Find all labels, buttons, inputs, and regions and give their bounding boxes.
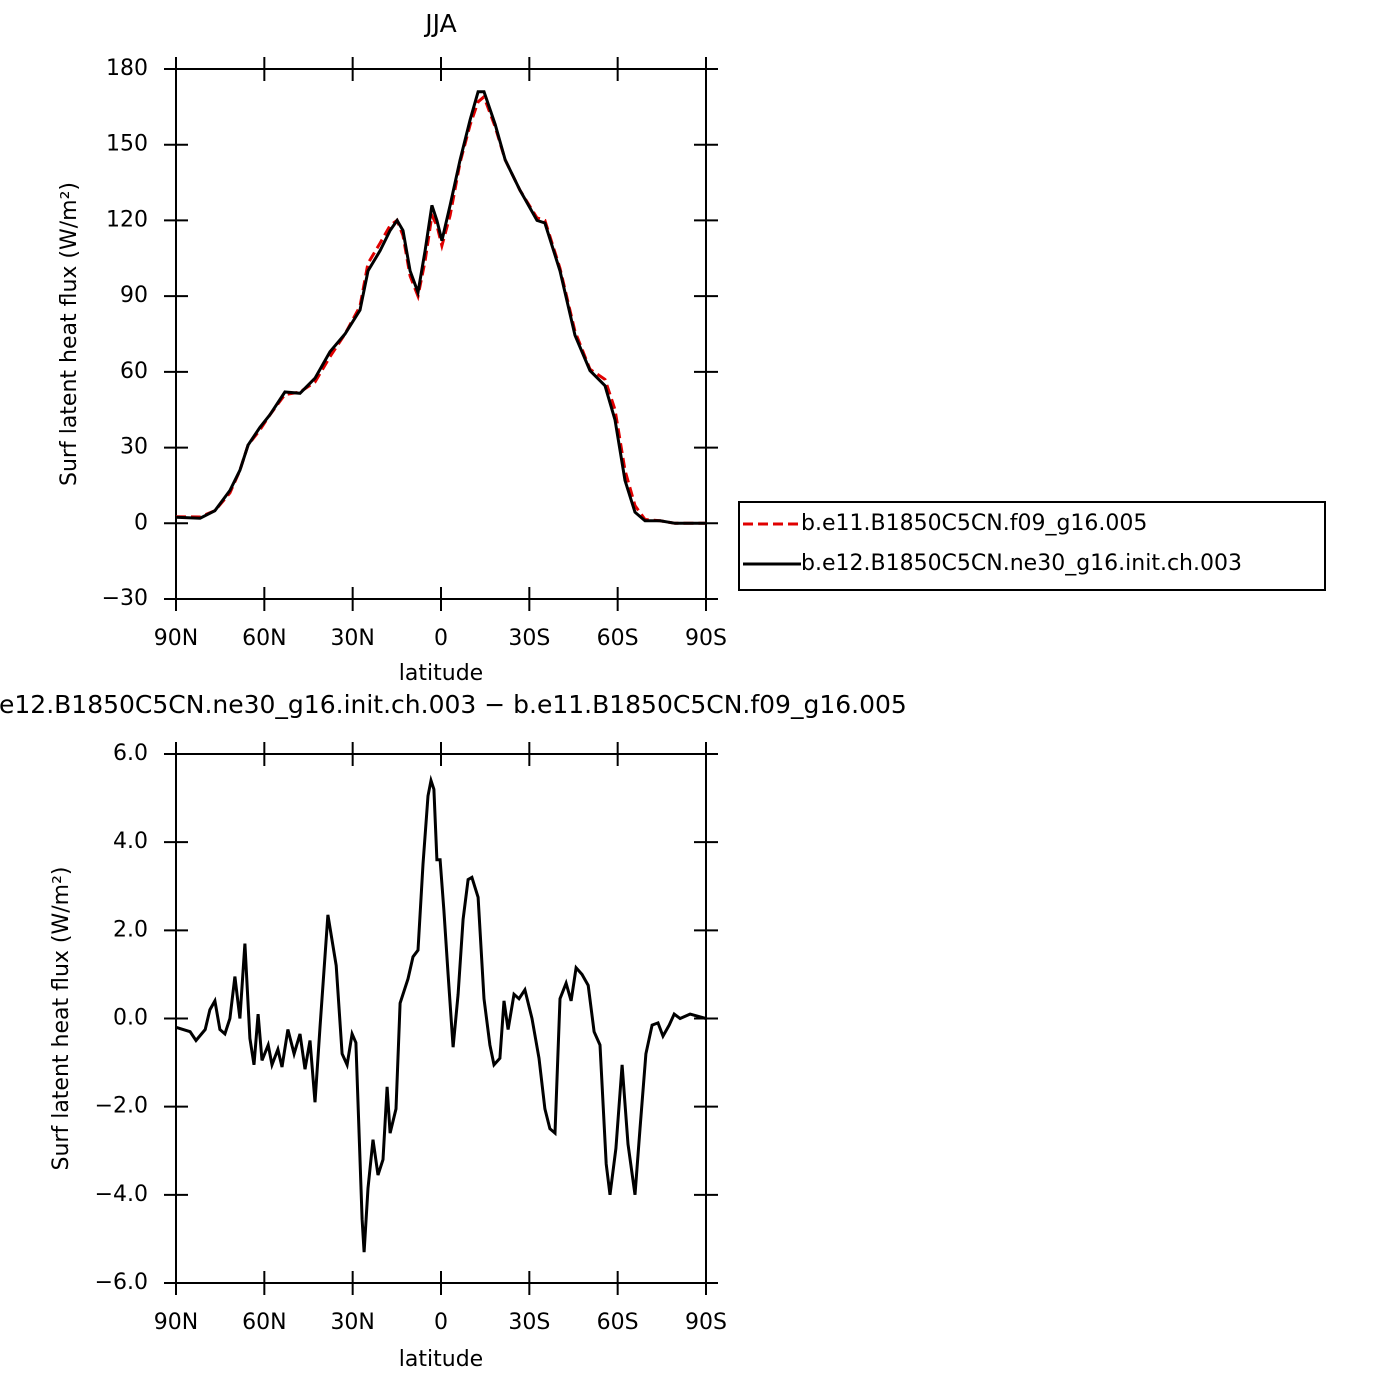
plot-frame <box>175 753 707 1284</box>
y-tick-label: −4.0 <box>95 1182 148 1207</box>
y-tick-label: 180 <box>106 56 148 81</box>
legend-label: b.e11.B1850C5CN.f09_g16.005 <box>801 511 1147 536</box>
plot-frame <box>175 68 707 600</box>
legend-label: b.e12.B1850C5CN.ne30_g16.init.ch.003 <box>801 551 1242 576</box>
y-tick-label: −6.0 <box>95 1270 148 1295</box>
chart-title: JJA <box>423 9 456 38</box>
y-tick-label: 120 <box>106 207 148 232</box>
x-tick-label: 90N <box>154 1310 198 1335</box>
series-line <box>175 90 706 525</box>
x-tick-label: 60S <box>597 626 639 651</box>
series-line <box>175 774 707 1253</box>
y-tick-label: 150 <box>106 132 148 157</box>
y-tick-label: 90 <box>120 283 148 308</box>
y-axis-label: Surf latent heat flux (W/m²) <box>57 182 82 486</box>
x-axis-label: latitude <box>399 1347 483 1372</box>
x-tick-label: 30S <box>508 1310 550 1335</box>
x-tick-label: 60S <box>597 1310 639 1335</box>
y-tick-label: 2.0 <box>113 917 148 942</box>
y-tick-label: 30 <box>120 435 148 460</box>
y-tick-label: 6.0 <box>113 741 148 766</box>
y-axis-label: Surf latent heat flux (W/m²) <box>49 867 74 1171</box>
x-tick-label: 30N <box>330 1310 374 1335</box>
y-tick-label: 60 <box>120 359 148 384</box>
x-axis-label: latitude <box>399 661 483 686</box>
y-tick-label: −2.0 <box>95 1094 148 1119</box>
x-tick-label: 90N <box>154 626 198 651</box>
y-tick-label: 0 <box>134 510 148 535</box>
y-tick-label: 4.0 <box>113 829 148 854</box>
x-tick-label: 90S <box>685 1310 727 1335</box>
chart-title: b.e12.B1850C5CN.ne30_g16.init.ch.003 − b… <box>0 690 907 719</box>
x-tick-label: 90S <box>685 626 727 651</box>
x-tick-label: 60N <box>242 1310 286 1335</box>
x-tick-label: 60N <box>242 626 286 651</box>
series-line <box>175 94 706 525</box>
x-tick-label: 0 <box>434 626 448 651</box>
x-tick-label: 0 <box>434 1310 448 1335</box>
legend-box <box>738 501 1326 591</box>
y-tick-label: −30 <box>102 586 148 611</box>
x-tick-label: 30S <box>508 626 550 651</box>
y-tick-label: 0.0 <box>113 1006 148 1031</box>
x-tick-label: 30N <box>330 626 374 651</box>
